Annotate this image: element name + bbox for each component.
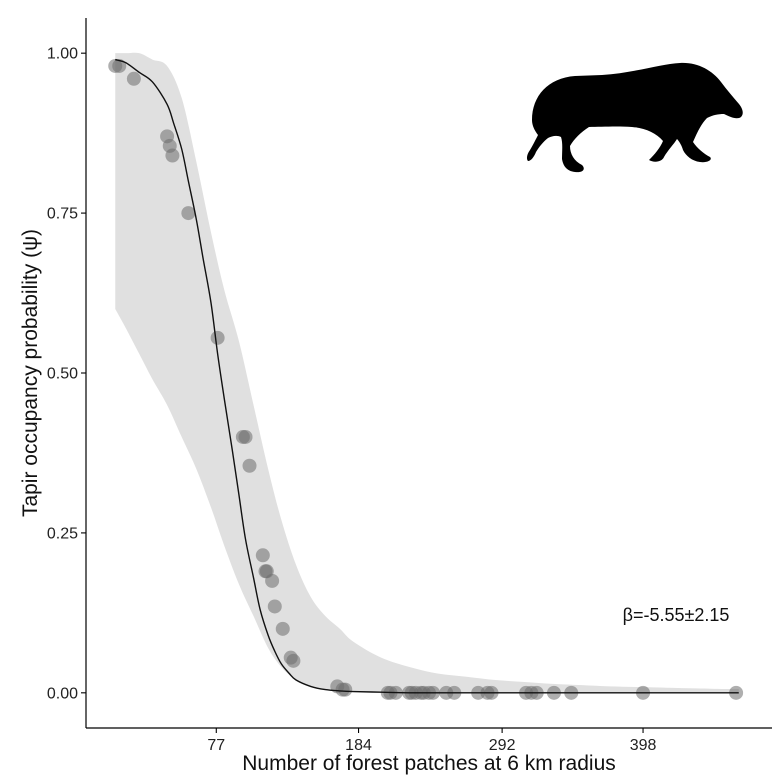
x-tick-label: 398 [630, 737, 657, 754]
plot-area [108, 52, 744, 700]
y-tick-label: 0.25 [47, 525, 78, 542]
data-point [210, 330, 225, 345]
data-point [181, 206, 196, 221]
tapir-body [526, 62, 743, 173]
beta-annotation: β=-5.55±2.15 [623, 605, 730, 625]
data-point [286, 653, 301, 668]
data-point [126, 71, 141, 86]
data-point [165, 148, 180, 163]
data-point [238, 429, 253, 444]
data-point [242, 458, 257, 473]
x-tick-label: 184 [345, 737, 372, 754]
data-point [255, 548, 270, 563]
x-tick-label: 77 [207, 737, 225, 754]
data-point [265, 573, 280, 588]
y-tick-label: 0.00 [47, 685, 78, 702]
data-point [338, 682, 353, 697]
x-tick-label: 292 [489, 737, 516, 754]
tapir-silhouette-icon [526, 62, 743, 173]
x-axis-title: Number of forest patches at 6 km radius [242, 752, 616, 775]
fitted-curve [115, 58, 739, 694]
y-tick-label: 0.75 [47, 206, 78, 223]
confidence-ribbon [115, 52, 739, 693]
y-tick-label: 1.00 [47, 46, 78, 63]
y-axis-title: Tapir occupancy probability (ψ) [19, 229, 42, 517]
y-tick-label: 0.50 [47, 366, 78, 383]
axis-ticks: 0.00 0.25 0.50 0.75 1.00 77 184 292 398 [47, 46, 657, 754]
data-point [112, 58, 127, 73]
data-point [275, 621, 290, 636]
data-point [267, 599, 282, 614]
